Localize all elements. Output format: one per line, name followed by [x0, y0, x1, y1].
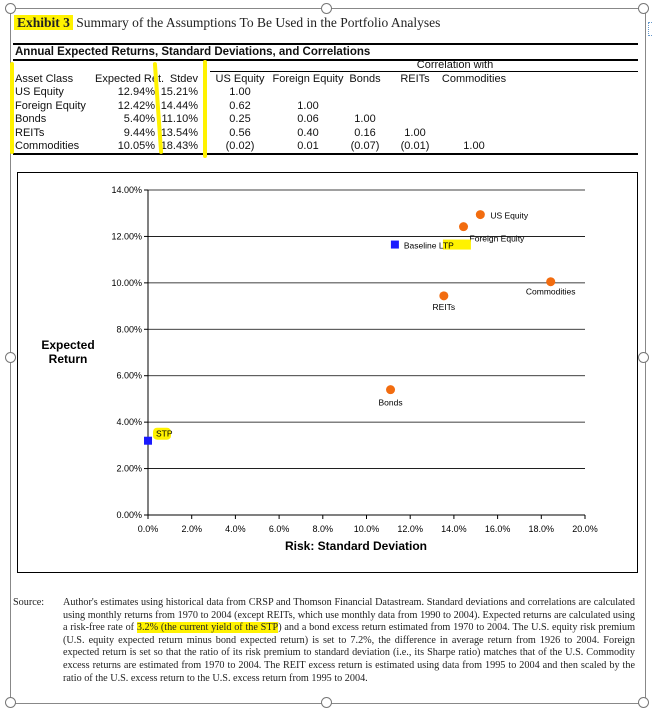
table-cell: 1.00: [404, 126, 426, 139]
source-text: Author's estimates using historical data…: [63, 597, 635, 634]
column-header: Stdev: [169, 73, 198, 85]
column-header: US Equity: [215, 73, 265, 85]
point-label-reits: REITs: [433, 302, 456, 312]
source-note: Source: Author's estimates using histori…: [13, 597, 635, 685]
resize-handle-top-left[interactable]: [5, 3, 16, 14]
point-label-foreign-equity: Foreign Equity: [470, 234, 526, 244]
exhibit-label: Exhibit 3: [14, 15, 73, 30]
table-cell: 1.00: [297, 99, 319, 112]
table-cell: (0.07): [350, 140, 380, 152]
table-cell: 15.21%: [160, 86, 198, 98]
row-label: US Equity: [15, 86, 64, 98]
table-cell: 0.06: [297, 113, 319, 125]
layout-options-icon[interactable]: [648, 22, 653, 36]
table-cell: (0.01): [400, 140, 430, 152]
point-reits: [439, 291, 449, 301]
x-tick-label: 20.0%: [572, 524, 598, 534]
row-label: REITs: [15, 126, 45, 139]
row-label: Foreign Equity: [15, 99, 86, 112]
resize-handle-top-right[interactable]: [638, 3, 649, 14]
table-cell: 1.00: [229, 86, 251, 98]
x-tick-label: 0.0%: [138, 524, 159, 534]
y-tick-label: 14.00%: [111, 185, 142, 195]
x-axis-label: Risk: Standard Deviation: [285, 539, 427, 553]
table-cell: 0.25: [229, 113, 251, 125]
point-baseline-ltp: [390, 240, 399, 249]
column-header: Commodities: [441, 73, 507, 85]
resize-handle-bottom[interactable]: [321, 697, 332, 708]
table-caption: Annual Expected Returns, Standard Deviat…: [15, 46, 371, 58]
source-label: Source:: [13, 597, 45, 608]
point-foreign-equity: [459, 222, 469, 232]
correlation-group-header: Correlation with: [416, 59, 494, 71]
table-cell: 0.62: [229, 99, 251, 112]
table-cell: 14.44%: [160, 99, 198, 112]
table-cell: (0.02): [225, 140, 255, 152]
column-header: Expected Ret.: [95, 73, 165, 85]
column-header: Asset Class: [15, 73, 74, 85]
table-cell: 18.43%: [160, 140, 198, 152]
y-tick-label: 2.00%: [116, 464, 142, 474]
resize-handle-right[interactable]: [638, 352, 649, 363]
resize-handle-left[interactable]: [5, 352, 16, 363]
y-tick-label: 8.00%: [116, 324, 142, 334]
point-label-us-equity: US Equity: [490, 211, 529, 221]
x-tick-label: 18.0%: [529, 524, 555, 534]
table-cell: 5.40%: [123, 113, 155, 125]
y-tick-label: 12.00%: [111, 231, 142, 241]
exhibit-title: Exhibit 3 Summary of the Assumptions To …: [14, 15, 440, 31]
column-header: REITs: [400, 73, 430, 85]
point-label-bonds: Bonds: [378, 398, 402, 408]
table-cell: 1.00: [463, 140, 485, 152]
source-highlight: 3.2% (the current yield of the STP: [136, 622, 279, 634]
column-header: Bonds: [349, 73, 381, 85]
table-cell: 11.10%: [161, 113, 199, 125]
table-cell: 0.16: [354, 126, 376, 139]
point-label-stp: STP: [156, 429, 173, 439]
y-tick-label: 10.00%: [111, 278, 142, 288]
resize-handle-top[interactable]: [321, 3, 332, 14]
source-text-2: ) and a bond excess return estimated fro…: [63, 622, 636, 684]
exhibit-title-text: Summary of the Assumptions To Be Used in…: [76, 15, 441, 30]
table-cell: 12.42%: [117, 99, 155, 112]
resize-handle-bottom-right[interactable]: [638, 697, 649, 708]
point-label-commodities: Commodities: [526, 287, 576, 297]
table-cell: 1.00: [354, 113, 376, 125]
point-label-baseline-ltp: Baseline LTP: [404, 241, 454, 251]
table-cell: 9.44%: [123, 126, 155, 139]
y-tick-label: 4.00%: [116, 417, 142, 427]
table-cell: 0.01: [297, 140, 319, 152]
table-cell: 13.54%: [160, 126, 198, 139]
x-tick-label: 6.0%: [269, 524, 290, 534]
point-stp: [144, 436, 152, 445]
table-cell: 0.40: [297, 126, 319, 139]
point-commodities: [546, 277, 556, 287]
x-tick-label: 16.0%: [485, 524, 511, 534]
x-tick-label: 2.0%: [181, 524, 202, 534]
table-cell: 12.94%: [117, 86, 155, 98]
column-header: Foreign Equity: [272, 73, 344, 85]
x-tick-label: 4.0%: [225, 524, 246, 534]
y-tick-label: 6.00%: [116, 371, 142, 381]
point-us-equity: [475, 210, 485, 220]
row-label: Bonds: [15, 113, 47, 125]
risk-return-chart: 0.00% 2.00% 4.00% 6.00% 8.00% 10.00% 12.00% 14.…: [17, 172, 638, 573]
row-label: Commodities: [15, 140, 80, 152]
table-cell: 10.05%: [117, 140, 155, 152]
table-cell: 0.56: [229, 126, 251, 139]
point-bonds: [386, 385, 396, 395]
x-tick-label: 12.0%: [397, 524, 423, 534]
x-tick-label: 10.0%: [354, 524, 380, 534]
x-tick-label: 8.0%: [313, 524, 334, 534]
y-axis-label: Expected Return: [41, 338, 94, 366]
y-tick-label: 0.00%: [116, 510, 142, 520]
x-tick-label: 14.0%: [441, 524, 467, 534]
resize-handle-bottom-left[interactable]: [5, 697, 16, 708]
